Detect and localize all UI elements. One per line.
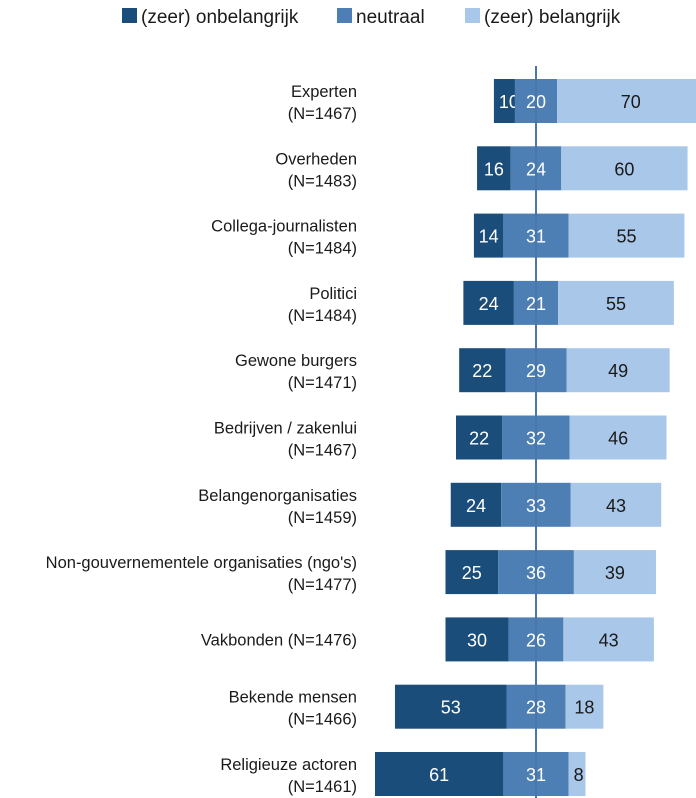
data-label-belangrijk: 55 <box>617 227 637 247</box>
category-label: Collega-journalisten <box>211 218 357 236</box>
bar-segment-belangrijk <box>570 482 662 527</box>
category-label: Non-gouvernementele organisaties (ngo's) <box>46 554 357 572</box>
legend-swatch-neutraal <box>337 8 352 23</box>
data-label-belangrijk: 39 <box>605 563 625 583</box>
category-label: Bedrijven / zakenlui <box>214 420 357 438</box>
bar-segment-belangrijk <box>563 617 654 662</box>
data-label-belangrijk: 18 <box>574 698 594 718</box>
bar-segment-onbelangrijk <box>463 280 514 325</box>
category-label: Vakbonden (N=1476) <box>201 631 357 649</box>
category-n-label: (N=1484) <box>288 240 357 258</box>
data-label-onbelangrijk: 61 <box>429 765 449 785</box>
data-label-onbelangrijk: 30 <box>467 630 487 650</box>
bar-segment-belangrijk <box>557 79 696 123</box>
category-n-label: (N=1466) <box>288 711 357 729</box>
category-n-label: (N=1461) <box>288 778 357 796</box>
bar-segment-onbelangrijk <box>493 79 515 123</box>
bar-segment-belangrijk <box>565 684 604 729</box>
bar-segment-onbelangrijk <box>450 482 502 527</box>
bar-segment-belangrijk <box>558 280 674 325</box>
data-label-onbelangrijk: 53 <box>441 698 461 718</box>
bar-segment-belangrijk <box>569 415 667 460</box>
category-label: Belangenorganisaties <box>198 487 357 505</box>
data-label-belangrijk: 8 <box>574 765 584 785</box>
data-label-belangrijk: 49 <box>608 361 628 381</box>
legend-swatch-belangrijk <box>465 8 480 23</box>
data-label-onbelangrijk: 16 <box>484 159 504 179</box>
bar-segment-onbelangrijk <box>445 617 509 662</box>
data-label-belangrijk: 55 <box>606 294 626 314</box>
category-label: Gewone burgers <box>235 352 357 370</box>
legend: (zeer) onbelangrijk neutraal (zeer) belang… <box>122 7 621 28</box>
bar-segment-onbelangrijk <box>456 415 503 460</box>
legend-label-belangrijk: (zeer) belangrijk <box>484 7 621 28</box>
category-n-label: (N=1467) <box>288 442 357 460</box>
category-label: Politici <box>309 285 357 303</box>
bar-segment-onbelangrijk <box>374 752 504 796</box>
legend-swatch-onbelangrijk <box>122 8 137 23</box>
bar-segment-onbelangrijk <box>477 146 511 191</box>
category-n-label: (N=1467) <box>288 105 357 123</box>
bar-segment-belangrijk <box>568 213 685 258</box>
bar-segment-belangrijk <box>561 146 688 191</box>
data-label-onbelangrijk: 24 <box>466 496 486 516</box>
bar-segment-onbelangrijk <box>473 213 504 258</box>
category-n-label: (N=1471) <box>288 374 357 392</box>
legend-label-neutraal: neutraal <box>356 7 425 28</box>
bar-segment-onbelangrijk <box>445 550 499 595</box>
category-label: Experten <box>291 83 357 101</box>
data-label-onbelangrijk: 25 <box>462 563 482 583</box>
data-label-onbelangrijk: 22 <box>472 361 492 381</box>
category-label: Bekende mensen <box>229 689 357 707</box>
category-label: Overheden <box>275 150 357 168</box>
data-label-onbelangrijk: 22 <box>469 429 489 449</box>
data-label-belangrijk: 60 <box>614 159 634 179</box>
bar-segment-onbelangrijk <box>459 348 506 393</box>
category-n-label: (N=1459) <box>288 509 357 527</box>
bar-segment-belangrijk <box>566 348 670 393</box>
data-label-belangrijk: 43 <box>599 630 619 650</box>
category-label: Religieuze actoren <box>220 756 357 774</box>
data-label-belangrijk: 43 <box>606 496 626 516</box>
legend-label-onbelangrijk: (zeer) onbelangrijk <box>141 7 299 28</box>
category-n-label: (N=1483) <box>288 172 357 190</box>
bar-segment-belangrijk <box>573 550 656 595</box>
data-label-belangrijk: 46 <box>608 429 628 449</box>
data-label-belangrijk: 70 <box>621 92 641 112</box>
data-label-onbelangrijk: 14 <box>479 227 499 247</box>
bar-segment-onbelangrijk <box>394 684 507 729</box>
bar-segment-belangrijk <box>568 752 586 796</box>
data-label-onbelangrijk: 10 <box>499 92 519 112</box>
category-n-label: (N=1477) <box>288 576 357 594</box>
data-label-onbelangrijk: 24 <box>479 294 499 314</box>
category-n-label: (N=1484) <box>288 307 357 325</box>
